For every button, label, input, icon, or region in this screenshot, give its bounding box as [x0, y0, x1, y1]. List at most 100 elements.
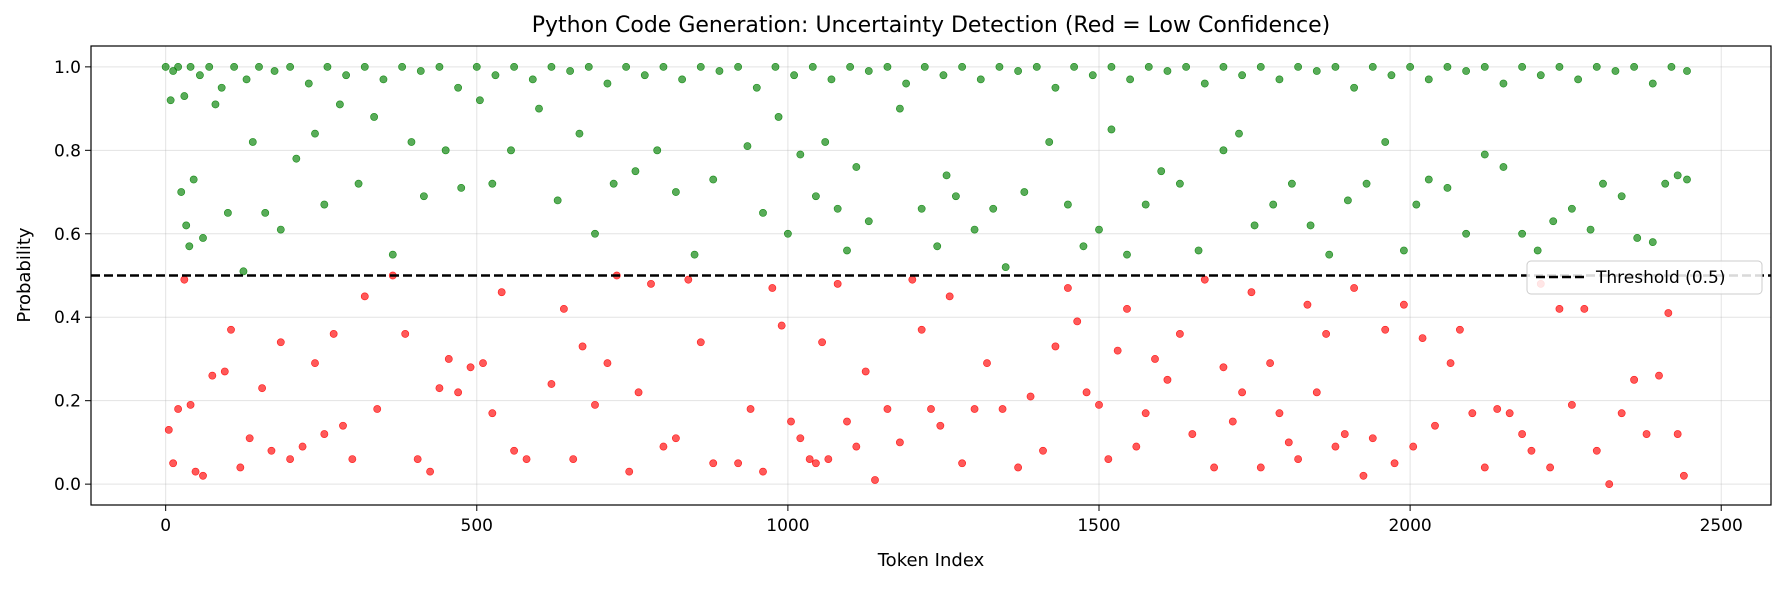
data-point-series-0	[379, 75, 388, 84]
data-point-series-1	[759, 467, 767, 476]
data-point-series-1	[479, 359, 487, 368]
data-point-series-0	[1014, 67, 1023, 75]
data-point-series-1	[311, 359, 319, 368]
data-point-series-0	[808, 62, 817, 71]
data-point-series-1	[578, 342, 587, 351]
data-point-series-1	[958, 459, 967, 468]
data-point-series-0	[189, 175, 198, 184]
chart-title: Python Code Generation: Uncertainty Dete…	[532, 13, 1331, 38]
y-tick-label: 1.0	[54, 58, 81, 78]
data-point-series-0	[407, 138, 416, 146]
data-point-series-0	[895, 104, 904, 113]
data-point-series-1	[818, 338, 827, 347]
data-point-series-0	[821, 138, 830, 146]
data-point-series-0	[811, 192, 820, 201]
data-point-series-1	[696, 338, 705, 347]
data-point-series-1	[734, 459, 743, 468]
data-point-series-0	[902, 79, 911, 88]
data-point-series-0	[939, 71, 948, 80]
data-point-series-0	[690, 250, 699, 259]
data-point-series-0	[1144, 62, 1153, 71]
data-point-series-0	[472, 62, 481, 71]
data-point-series-0	[435, 62, 444, 71]
data-point-series-0	[1648, 238, 1657, 247]
data-point-series-1	[833, 279, 842, 288]
data-point-series-0	[1051, 83, 1060, 92]
data-point-series-0	[584, 62, 593, 71]
data-point-series-1	[186, 400, 195, 409]
data-point-series-1	[936, 421, 945, 430]
data-point-series-0	[566, 67, 575, 75]
data-point-series-0	[989, 204, 998, 213]
data-point-series-1	[1642, 430, 1651, 438]
y-tick-label: 0.0	[54, 475, 81, 495]
data-point-series-0	[1633, 234, 1642, 242]
data-point-series-0	[535, 104, 543, 113]
data-point-series-1	[945, 292, 954, 301]
data-point-series-0	[1399, 246, 1408, 255]
data-point-series-1	[1381, 325, 1390, 334]
data-point-series-1	[466, 363, 475, 372]
data-point-series-0	[1032, 62, 1041, 71]
data-point-series-0	[1275, 75, 1284, 84]
data-point-series-1	[1294, 455, 1303, 463]
data-point-series-0	[1462, 229, 1471, 238]
data-point-series-1	[1617, 409, 1626, 418]
data-point-series-1	[603, 359, 612, 368]
data-point-series-1	[360, 292, 369, 301]
legend-threshold-label: Threshold (0.5)	[1595, 268, 1725, 288]
data-point-series-1	[1284, 438, 1293, 447]
data-point-series-1	[805, 455, 814, 463]
data-point-series-0	[622, 62, 631, 71]
data-point-series-0	[1235, 129, 1243, 138]
data-point-series-0	[774, 113, 783, 121]
data-point-series-0	[1480, 62, 1489, 71]
data-point-series-0	[360, 62, 369, 71]
data-point-series-1	[1455, 325, 1464, 334]
data-point-series-1	[220, 367, 229, 376]
data-point-series-0	[1648, 79, 1657, 88]
x-tick-label: 1500	[1077, 516, 1120, 536]
data-point-series-0	[547, 62, 556, 71]
data-point-series-1	[1418, 334, 1427, 342]
data-point-series-1	[169, 459, 178, 468]
y-tick-label: 0.8	[54, 141, 81, 161]
data-point-series-0	[553, 196, 562, 205]
data-point-series-0	[199, 234, 207, 242]
data-point-series-1	[1368, 434, 1377, 443]
data-point-series-0	[678, 75, 687, 84]
data-point-series-1	[1605, 480, 1614, 489]
data-point-series-0	[1343, 196, 1352, 205]
data-point-series-1	[1350, 284, 1359, 292]
data-point-series-1	[983, 359, 991, 368]
legend-box	[1526, 260, 1763, 295]
data-point-series-1	[1238, 388, 1247, 397]
data-point-series-0	[1219, 62, 1228, 71]
data-point-series-0	[1683, 67, 1691, 75]
data-point-series-0	[1331, 62, 1340, 71]
data-point-series-1	[1390, 459, 1399, 468]
data-point-series-1	[852, 442, 861, 451]
data-point-series-0	[843, 246, 851, 255]
data-point-series-1	[811, 459, 820, 468]
data-point-series-0	[1294, 62, 1303, 71]
data-point-series-1	[348, 455, 357, 463]
data-point-series-0	[1567, 204, 1576, 213]
data-point-series-0	[1555, 62, 1564, 71]
data-point-series-1	[1359, 471, 1368, 480]
data-point-series-0	[790, 71, 799, 80]
axis-ticks: 0 500 1000 1500 2000 2500 0.0 0.2 0.4 0.6 0.8 1.0	[54, 58, 1743, 536]
data-point-series-0	[1533, 246, 1542, 255]
data-point-series-1	[267, 446, 276, 455]
x-tick-label: 0	[160, 516, 171, 536]
data-point-series-0	[1157, 167, 1166, 176]
data-point-series-0	[292, 154, 301, 163]
data-point-series-1	[1580, 304, 1589, 313]
data-point-series-0	[995, 62, 1004, 71]
data-point-series-0	[1107, 62, 1116, 71]
data-point-series-0	[759, 209, 767, 217]
data-point-series-0	[180, 92, 189, 100]
data-point-series-0	[1549, 217, 1558, 226]
data-point-series-1	[1266, 359, 1275, 368]
